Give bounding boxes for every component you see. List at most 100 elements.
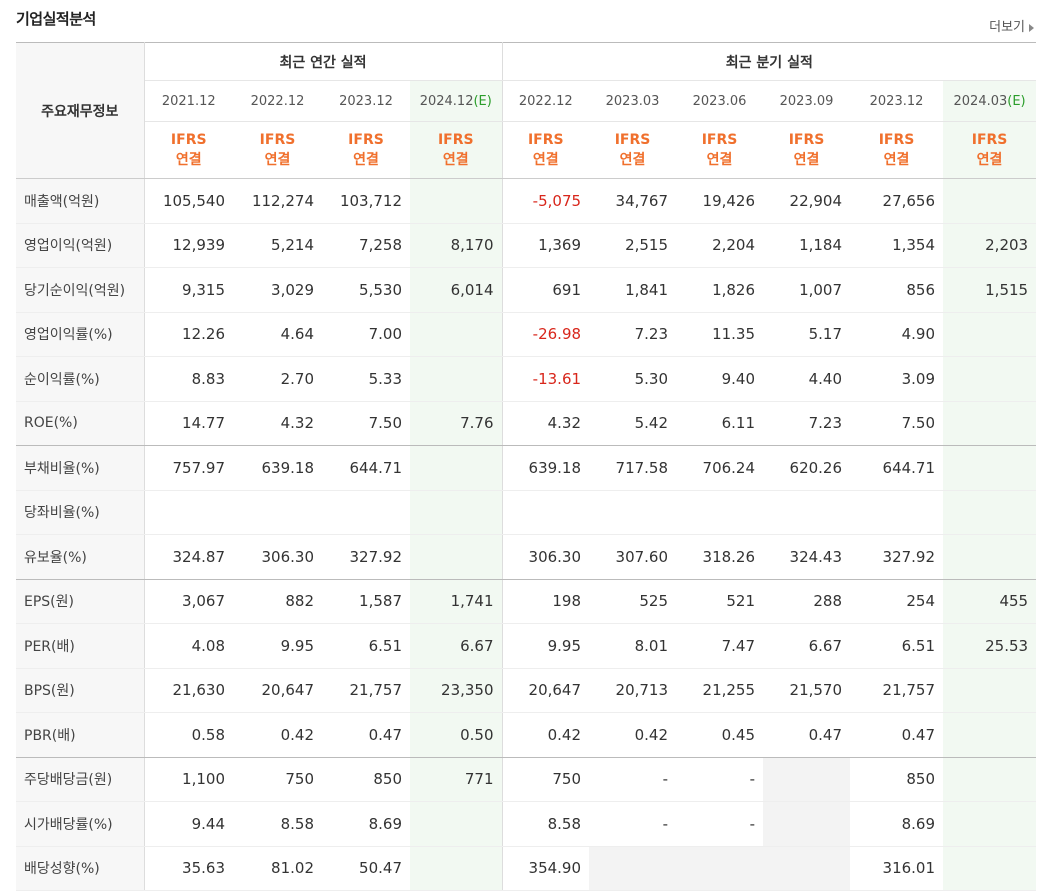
table-cell: 307.60	[589, 534, 677, 580]
ifrs-label: IFRS 연결	[501, 121, 590, 179]
table-cell: 6.67	[763, 623, 851, 669]
table-cell: 324.43	[763, 534, 851, 580]
table-cell	[589, 846, 677, 891]
table-row: 순이익률(%) 8.83 2.70 5.33 -13.61 5.30 9.40 4.40 3.0…	[16, 356, 1037, 402]
period-header: 2024.03(E)	[943, 80, 1037, 122]
table-cell	[501, 490, 590, 535]
table-cell: 9.40	[676, 356, 764, 402]
table-cell: 324.87	[144, 534, 233, 580]
period-header: 2023.09	[763, 80, 851, 122]
table-cell: 354.90	[501, 846, 590, 891]
table-cell	[943, 356, 1037, 402]
ifrs-top: IFRS	[170, 132, 207, 148]
table-cell	[410, 534, 503, 580]
table-cell: 5,214	[233, 223, 322, 268]
table-cell: -26.98	[501, 312, 590, 357]
table-cell: 254	[850, 579, 944, 624]
table-row: ROE(%) 14.77 4.32 7.50 7.76 4.32 5.42 6.11 7.23 7…	[16, 401, 1037, 446]
table-cell: 0.50	[410, 712, 503, 758]
table-cell: 1,184	[763, 223, 851, 268]
table-cell	[410, 356, 503, 402]
table-cell: 639.18	[233, 445, 322, 491]
table-cell: 7.00	[322, 312, 410, 357]
table-cell: 521	[676, 579, 764, 624]
table-cell: 1,100	[144, 757, 233, 802]
table-corner-label: 주요재무정보	[16, 42, 145, 179]
table-cell: 850	[322, 757, 410, 802]
more-link[interactable]: 더보기	[989, 16, 1034, 35]
table-cell: 7.47	[676, 623, 764, 669]
table-cell: 1,841	[589, 267, 677, 313]
ifrs-top: IFRS	[527, 132, 564, 148]
ifrs-bottom: 연결	[442, 152, 469, 168]
table-cell: 22,904	[763, 178, 851, 224]
ifrs-top: IFRS	[701, 132, 738, 148]
row-label: BPS(원)	[16, 668, 145, 713]
table-cell	[763, 490, 851, 535]
table-cell: 9,315	[144, 267, 233, 313]
table-cell: 5.30	[589, 356, 677, 402]
table-cell	[850, 490, 944, 535]
table-cell	[410, 312, 503, 357]
table-cell	[763, 846, 851, 891]
ifrs-top: IFRS	[614, 132, 651, 148]
table-cell: 21,255	[676, 668, 764, 713]
ifrs-top: IFRS	[259, 132, 296, 148]
table-cell: 12,939	[144, 223, 233, 268]
table-cell	[589, 490, 677, 535]
table-cell: 1,587	[322, 579, 410, 624]
table-cell: 0.42	[233, 712, 322, 758]
table-cell: 5.42	[589, 401, 677, 446]
table-cell: -	[676, 801, 764, 847]
table-cell: 11.35	[676, 312, 764, 357]
row-label: 당기순이익(억원)	[16, 267, 145, 313]
table-cell	[943, 178, 1037, 224]
table-cell: 0.47	[322, 712, 410, 758]
table-cell: -	[589, 757, 677, 802]
table-cell: 4.32	[233, 401, 322, 446]
table-cell: 25.53	[943, 623, 1037, 669]
row-label: ROE(%)	[16, 401, 145, 446]
table-cell: 7.23	[763, 401, 851, 446]
period-header: 2023.06	[676, 80, 764, 122]
table-cell: 3.09	[850, 356, 944, 402]
table-cell: 1,515	[943, 267, 1037, 313]
table-row: 유보율(%) 324.87 306.30 327.92 306.30 307.60 318.…	[16, 534, 1037, 580]
estimate-mark: (E)	[1007, 93, 1026, 109]
row-label: 유보율(%)	[16, 534, 145, 580]
table-row: EPS(원) 3,067 882 1,587 1,741 198 525 521 288 254 4…	[16, 579, 1037, 624]
period-label: 2023.12	[869, 93, 924, 109]
table-cell	[943, 668, 1037, 713]
table-cell: 8.69	[850, 801, 944, 847]
table-cell: 9.95	[501, 623, 590, 669]
table-cell: 0.47	[763, 712, 851, 758]
period-header: 2023.12	[850, 80, 944, 122]
table-cell: 6.51	[850, 623, 944, 669]
table-cell: 0.42	[501, 712, 590, 758]
table-cell: 20,647	[501, 668, 590, 713]
table-cell: 20,713	[589, 668, 677, 713]
table-cell: 316.01	[850, 846, 944, 891]
ifrs-bottom: 연결	[532, 152, 559, 168]
table-cell	[943, 846, 1037, 891]
table-cell: 306.30	[501, 534, 590, 580]
period-header: 2021.12	[144, 80, 233, 122]
ifrs-bottom: 연결	[264, 152, 291, 168]
table-cell: 7,258	[322, 223, 410, 268]
table-cell: 7.50	[322, 401, 410, 446]
period-label: 2021.12	[161, 93, 216, 109]
period-label: 2023.03	[605, 93, 660, 109]
table-cell: 8,170	[410, 223, 503, 268]
estimate-mark: (E)	[473, 93, 492, 109]
table-cell: 27,656	[850, 178, 944, 224]
table-cell	[410, 846, 503, 891]
table-row: 매출액(억원) 105,540 112,274 103,712 -5,075 34,767…	[16, 178, 1037, 224]
table-cell: 8.58	[501, 801, 590, 847]
table-cell: 3,067	[144, 579, 233, 624]
ifrs-label: IFRS 연결	[144, 121, 233, 179]
table-cell: 21,570	[763, 668, 851, 713]
table-cell: 1,826	[676, 267, 764, 313]
period-header: 2024.12(E)	[410, 80, 503, 122]
row-label: PBR(배)	[16, 712, 145, 758]
table-cell: 1,354	[850, 223, 944, 268]
